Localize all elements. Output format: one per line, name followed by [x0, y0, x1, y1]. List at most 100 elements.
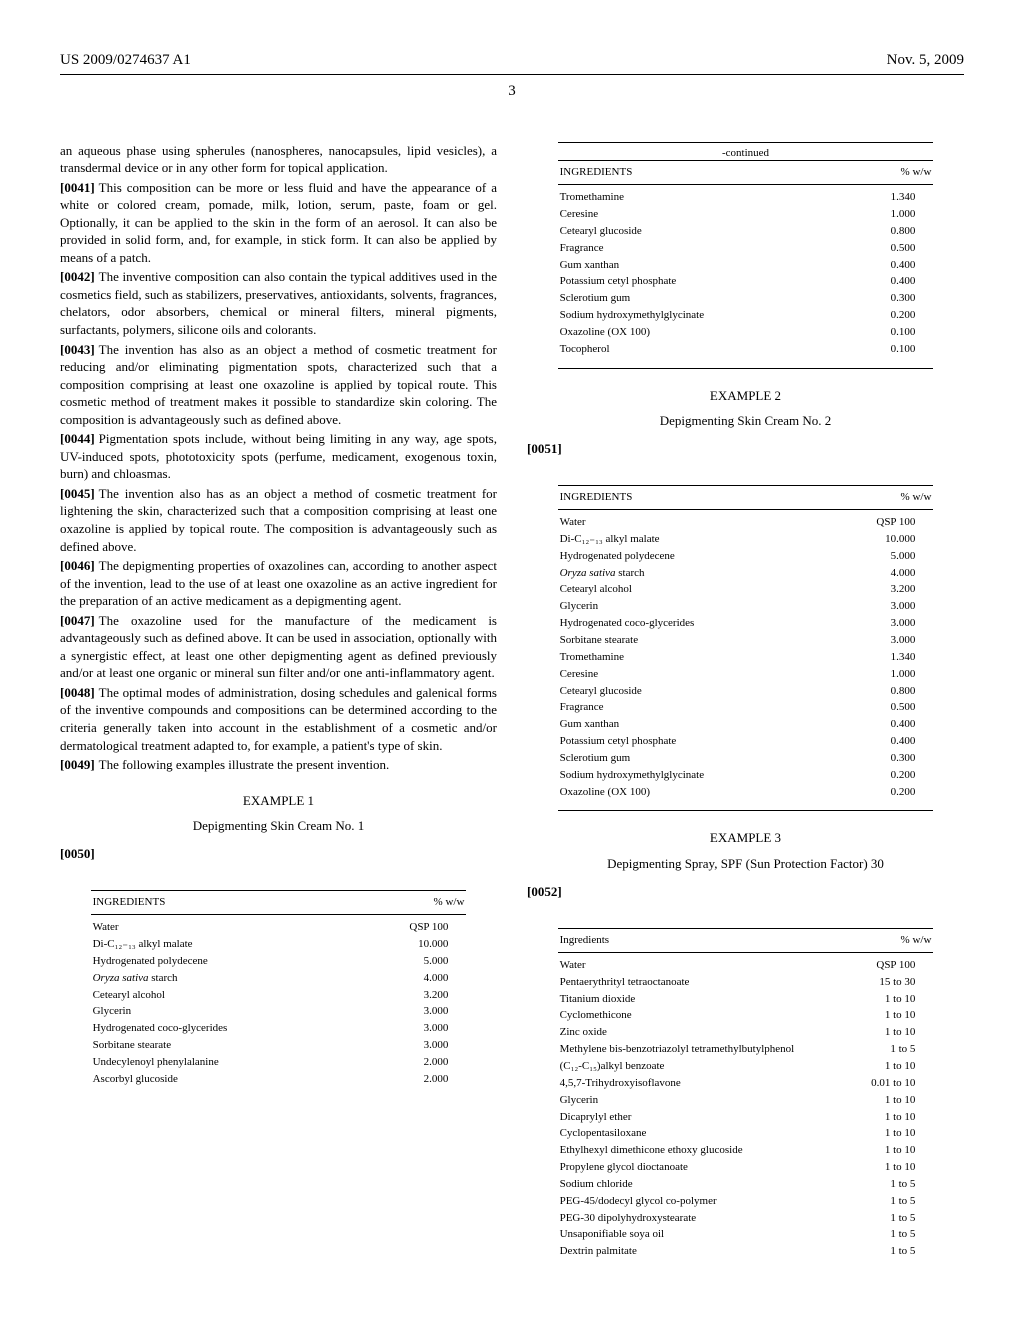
- example3-table: Ingredients % w/w WaterQSP 100Pentaeryth…: [558, 928, 934, 1260]
- ingredient-cell: Fragrance: [558, 699, 827, 716]
- ingredient-cell: Sorbitane stearate: [91, 1037, 355, 1054]
- paragraph: [0041]This composition can be more or le…: [60, 179, 497, 267]
- table-row: PEG-30 dipolyhydroxystearate1 to 5: [558, 1210, 934, 1227]
- ingredient-cell: Fragrance: [558, 240, 847, 257]
- para-num: [0047]: [60, 613, 95, 628]
- value-cell: 0.800: [827, 683, 934, 700]
- value-cell: 1.340: [846, 185, 933, 206]
- table-row: Ceresine1.000: [558, 666, 934, 683]
- table-header-ingredients: Ingredients: [558, 929, 854, 953]
- table-header-ingredients: INGREDIENTS: [558, 486, 827, 510]
- ingredient-cell: Titanium dioxide: [558, 991, 854, 1008]
- value-cell: 0.200: [827, 784, 934, 801]
- table-row: Sodium chloride1 to 5: [558, 1176, 934, 1193]
- paragraph: [0046]The depigmenting properties of oxa…: [60, 557, 497, 610]
- value-cell: 1 to 5: [854, 1193, 934, 1210]
- value-cell: 1 to 5: [854, 1041, 934, 1058]
- ingredient-cell: PEG-30 dipolyhydroxystearate: [558, 1210, 854, 1227]
- table-row: Ceresine1.000: [558, 206, 934, 223]
- value-cell: 0.400: [846, 273, 933, 290]
- ingredient-cell: Gum xanthan: [558, 716, 827, 733]
- value-cell: 3.200: [354, 987, 466, 1004]
- paragraph: [0048]The optimal modes of administratio…: [60, 684, 497, 754]
- value-cell: 1 to 5: [854, 1210, 934, 1227]
- para-num: [0042]: [60, 269, 95, 284]
- para-num: [0052]: [527, 884, 562, 899]
- right-column: -continued INGREDIENTS % w/w Tromethamin…: [527, 142, 964, 1271]
- value-cell: 1.000: [827, 666, 934, 683]
- value-cell: 15 to 30: [854, 974, 934, 991]
- value-cell: 0.400: [846, 257, 933, 274]
- value-cell: 3.000: [354, 1037, 466, 1054]
- ingredient-cell: Sorbitane stearate: [558, 632, 827, 649]
- value-cell: 0.300: [827, 750, 934, 767]
- table-row: Undecylenoyl phenylalanine2.000: [91, 1054, 467, 1071]
- table-row: Propylene glycol dioctanoate1 to 10: [558, 1159, 934, 1176]
- para-num: [0049]: [60, 757, 95, 772]
- para-num: [0044]: [60, 431, 95, 446]
- table-row: WaterQSP 100: [91, 915, 467, 936]
- table-row: Glycerin3.000: [91, 1003, 467, 1020]
- ingredient-cell: Tocopherol: [558, 341, 847, 358]
- table-row: Hydrogenated coco-glycerides3.000: [558, 615, 934, 632]
- value-cell: 1 to 10: [854, 1159, 934, 1176]
- ingredient-cell: Hydrogenated coco-glycerides: [91, 1020, 355, 1037]
- value-cell: 1 to 10: [854, 1007, 934, 1024]
- continued-label: -continued: [558, 142, 934, 161]
- example2-table: INGREDIENTS % w/w WaterQSP 100Di-C₁₂₋₁₃ …: [558, 485, 934, 800]
- value-cell: 5.000: [827, 548, 934, 565]
- value-cell: 0.300: [846, 290, 933, 307]
- value-cell: 1 to 5: [854, 1243, 934, 1260]
- table-row: Dextrin palmitate1 to 5: [558, 1243, 934, 1260]
- table-row: Oxazoline (OX 100)0.100: [558, 324, 934, 341]
- intro-paragraph: an aqueous phase using spherules (nanosp…: [60, 142, 497, 177]
- example3-heading: EXAMPLE 3: [527, 829, 964, 847]
- table-row: Oryza sativa starch4.000: [91, 970, 467, 987]
- ingredient-cell: (C₁₂-C₁₅)alkyl benzoate: [558, 1058, 854, 1075]
- table-row: Sclerotium gum0.300: [558, 290, 934, 307]
- value-cell: 1 to 10: [854, 1109, 934, 1126]
- ingredient-cell: Ceresine: [558, 666, 827, 683]
- value-cell: 0.800: [846, 223, 933, 240]
- value-cell: 1 to 10: [854, 991, 934, 1008]
- value-cell: 0.100: [846, 324, 933, 341]
- ingredient-cell: Cetearyl alcohol: [558, 581, 827, 598]
- table-row: Titanium dioxide1 to 10: [558, 991, 934, 1008]
- table-row: Glycerin1 to 10: [558, 1092, 934, 1109]
- table-row: Hydrogenated coco-glycerides3.000: [91, 1020, 467, 1037]
- ingredient-cell: Ascorbyl glucoside: [91, 1071, 355, 1088]
- table-row: Glycerin3.000: [558, 598, 934, 615]
- value-cell: 0.200: [827, 767, 934, 784]
- paragraph: [0049]The following examples illustrate …: [60, 756, 497, 774]
- table-row: Cetearyl alcohol3.200: [558, 581, 934, 598]
- example1-heading: EXAMPLE 1: [60, 792, 497, 810]
- table-row: Sorbitane stearate3.000: [91, 1037, 467, 1054]
- ingredient-cell: Water: [91, 915, 355, 936]
- ingredient-cell: Ethylhexyl dimethicone ethoxy glucoside: [558, 1142, 854, 1159]
- para-num: [0041]: [60, 180, 95, 195]
- ingredient-cell: Oxazoline (OX 100): [558, 784, 827, 801]
- table-row: WaterQSP 100: [558, 510, 934, 531]
- ingredient-cell: Unsaponifiable soya oil: [558, 1226, 854, 1243]
- table-row: Di-C₁₂₋₁₃ alkyl malate10.000: [558, 531, 934, 548]
- ingredient-cell: Di-C₁₂₋₁₃ alkyl malate: [558, 531, 827, 548]
- table-row: Hydrogenated polydecene5.000: [558, 548, 934, 565]
- ingredient-cell: Sodium hydroxymethylglycinate: [558, 767, 827, 784]
- table-row: Sclerotium gum0.300: [558, 750, 934, 767]
- table-header-ingredients: INGREDIENTS: [558, 161, 847, 185]
- value-cell: 0.500: [846, 240, 933, 257]
- table-row: Gum xanthan0.400: [558, 257, 934, 274]
- para-num: [0051]: [527, 441, 562, 456]
- value-cell: 3.000: [827, 598, 934, 615]
- para-num: [0048]: [60, 685, 95, 700]
- ingredient-cell: Water: [558, 952, 854, 973]
- ingredient-cell: Sclerotium gum: [558, 290, 847, 307]
- table-row: Ascorbyl glucoside2.000: [91, 1071, 467, 1088]
- ingredient-cell: Glycerin: [91, 1003, 355, 1020]
- ingredient-cell: Undecylenoyl phenylalanine: [91, 1054, 355, 1071]
- left-column: an aqueous phase using spherules (nanosp…: [60, 142, 497, 1271]
- table-row: (C₁₂-C₁₅)alkyl benzoate1 to 10: [558, 1058, 934, 1075]
- ingredient-cell: Dextrin palmitate: [558, 1243, 854, 1260]
- table-row: Methylene bis-benzotriazolyl tetramethyl…: [558, 1041, 934, 1058]
- table-header-ww: % w/w: [354, 891, 466, 915]
